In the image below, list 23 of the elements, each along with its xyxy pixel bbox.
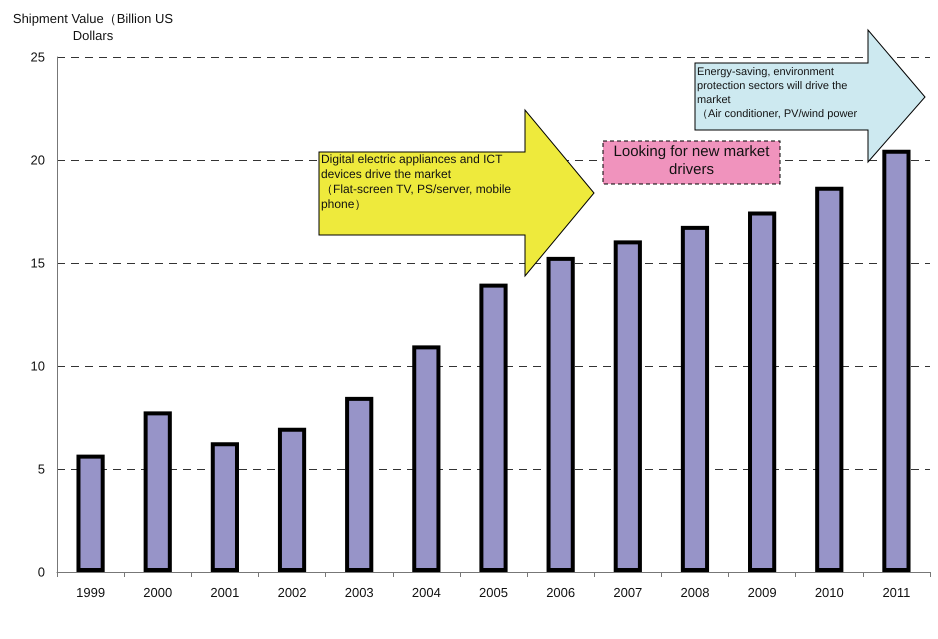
x-tick-label: 2011	[882, 585, 910, 600]
x-tick-label: 2009	[748, 585, 777, 600]
y-axis-title: Shipment Value（Billion US Dollars	[12, 10, 174, 44]
x-tick-label: 2000	[143, 585, 172, 600]
y-tick-label: 25	[30, 50, 45, 64]
annotation: Energy-saving, environment protection sectors will drive the market （Air conditioner, PV/wind power	[697, 65, 858, 121]
x-tick-label: 2001	[210, 585, 240, 600]
annotation: Looking for new market drivers	[612, 143, 770, 179]
x-tick-label: 2006	[546, 585, 576, 600]
x-tick-label: 2005	[479, 585, 508, 600]
x-tick-label: 2004	[412, 585, 441, 600]
y-tick-label: 10	[30, 358, 45, 374]
x-tick-label: 2007	[613, 585, 642, 600]
y-tick-label: 0	[38, 564, 45, 580]
x-tick-label: 2002	[278, 585, 306, 600]
x-tick-label: 2003	[344, 585, 374, 600]
x-tick-label: 1999	[76, 585, 106, 600]
annotation: Digital electric appliances and ICT devices drive the market （Flat-screen TV, PS/server, mobile phone）	[321, 152, 512, 212]
x-tick-label: 2008	[680, 585, 710, 600]
y-tick-label: 20	[30, 152, 45, 168]
y-tick-label: 15	[30, 256, 45, 270]
y-tick-label: 5	[38, 462, 45, 476]
x-tick-label: 2010	[814, 585, 844, 600]
